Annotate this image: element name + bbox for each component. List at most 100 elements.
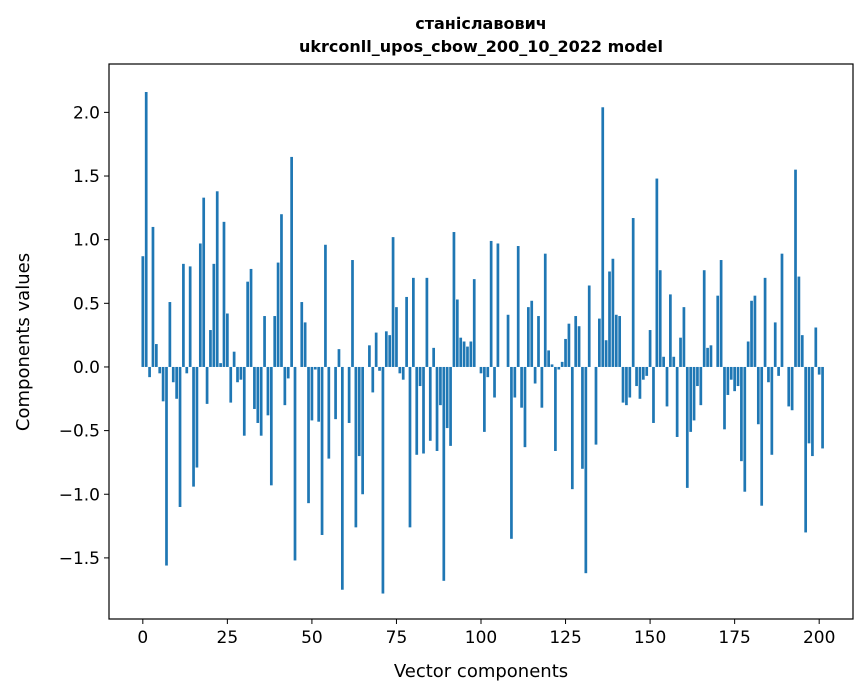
bar-27 [232,351,236,367]
bar-91 [449,366,452,446]
bar-161 [685,366,689,488]
bar-89 [442,366,446,581]
bar-47 [300,302,304,367]
bar-22 [215,191,219,367]
bar-148 [641,366,645,380]
bar-29 [239,366,243,380]
bar-115 [530,300,534,367]
bar-51 [313,366,317,370]
bar-86 [432,347,436,367]
bar-201 [821,366,824,449]
bar-24 [222,221,226,367]
bar-83 [422,366,425,454]
y-tick-label: 1.0 [73,231,100,251]
bar-17 [198,243,202,367]
bar-166 [702,270,706,367]
bar-25 [226,313,229,367]
bar-156 [669,294,672,367]
bar-28 [236,366,239,383]
bar-61 [347,366,351,423]
bar-179 [746,341,750,367]
x-axis-ticks: 0 25 50 75 100 125 150 175 200 [137,619,835,648]
bar-109 [510,366,513,539]
bar-81 [415,366,419,455]
chart-title-line2: ukrconll_upos_cbow_200_10_2022 model [299,37,663,56]
bar-172 [723,366,726,430]
bar-35 [259,366,263,436]
bar-108 [506,314,510,367]
y-tick-label: 1.5 [73,167,100,187]
bar-31 [246,281,250,367]
bar-85 [428,366,432,441]
bar-16 [195,366,199,468]
bar-63 [354,366,358,528]
bar-52 [317,366,321,422]
bar-145 [631,218,635,367]
bar-87 [435,366,439,451]
bar-34 [256,366,260,423]
x-tick-label: 125 [549,628,581,648]
bar-124 [560,361,564,367]
bar-43 [286,366,290,379]
bar-158 [675,366,679,437]
bar-36 [263,316,266,367]
bar-170 [716,295,720,367]
bar-70 [378,366,381,371]
bar-41 [280,214,283,367]
x-axis-label: Vector components [394,661,568,682]
bar-127 [570,366,574,490]
bar-80 [412,277,415,367]
x-tick-label: 25 [217,628,239,648]
bar-185 [767,366,770,383]
bar-42 [283,366,287,406]
x-tick-label: 75 [386,628,408,648]
x-tick-label: 175 [718,628,750,648]
bar-21 [212,263,216,367]
bar-1 [144,92,148,367]
bar-191 [787,366,791,407]
x-tick-label: 150 [634,628,666,648]
bar-123 [557,366,561,370]
bar-100 [479,366,483,374]
bar-4 [154,344,158,367]
bar-54 [324,244,327,367]
bar-162 [689,366,693,432]
bar-103 [489,240,493,367]
bar-111 [516,246,520,367]
x-tick-label: 0 [137,628,148,648]
bar-55 [327,366,331,459]
bar-82 [418,366,422,387]
bar-175 [733,366,736,392]
bar-128 [574,316,578,367]
bar-77 [401,366,405,380]
bar-150 [648,330,652,367]
bar-5 [158,366,162,374]
bar-23 [219,363,222,367]
bar-198 [811,366,814,457]
bar-20 [209,330,212,367]
bar-137 [604,340,608,367]
bar-49 [307,366,310,504]
bar-160 [682,307,686,367]
bar-182 [756,366,760,425]
bar-94 [459,337,463,367]
bar-78 [405,296,408,367]
bar-131 [584,366,588,574]
bar-187 [773,322,777,367]
bar-38 [269,366,273,486]
bar-79 [408,366,412,528]
bar-189 [780,253,784,367]
bar-101 [483,366,486,432]
bar-121 [550,364,554,367]
bar-112 [520,366,523,408]
bar-14 [188,266,192,367]
bar-151 [652,366,655,423]
bar-138 [608,271,611,367]
bar-184 [763,277,767,367]
bar-39 [273,316,277,367]
bar-174 [729,366,733,380]
bar-48 [303,322,307,367]
bar-15 [192,366,195,487]
bar-140 [614,314,618,367]
